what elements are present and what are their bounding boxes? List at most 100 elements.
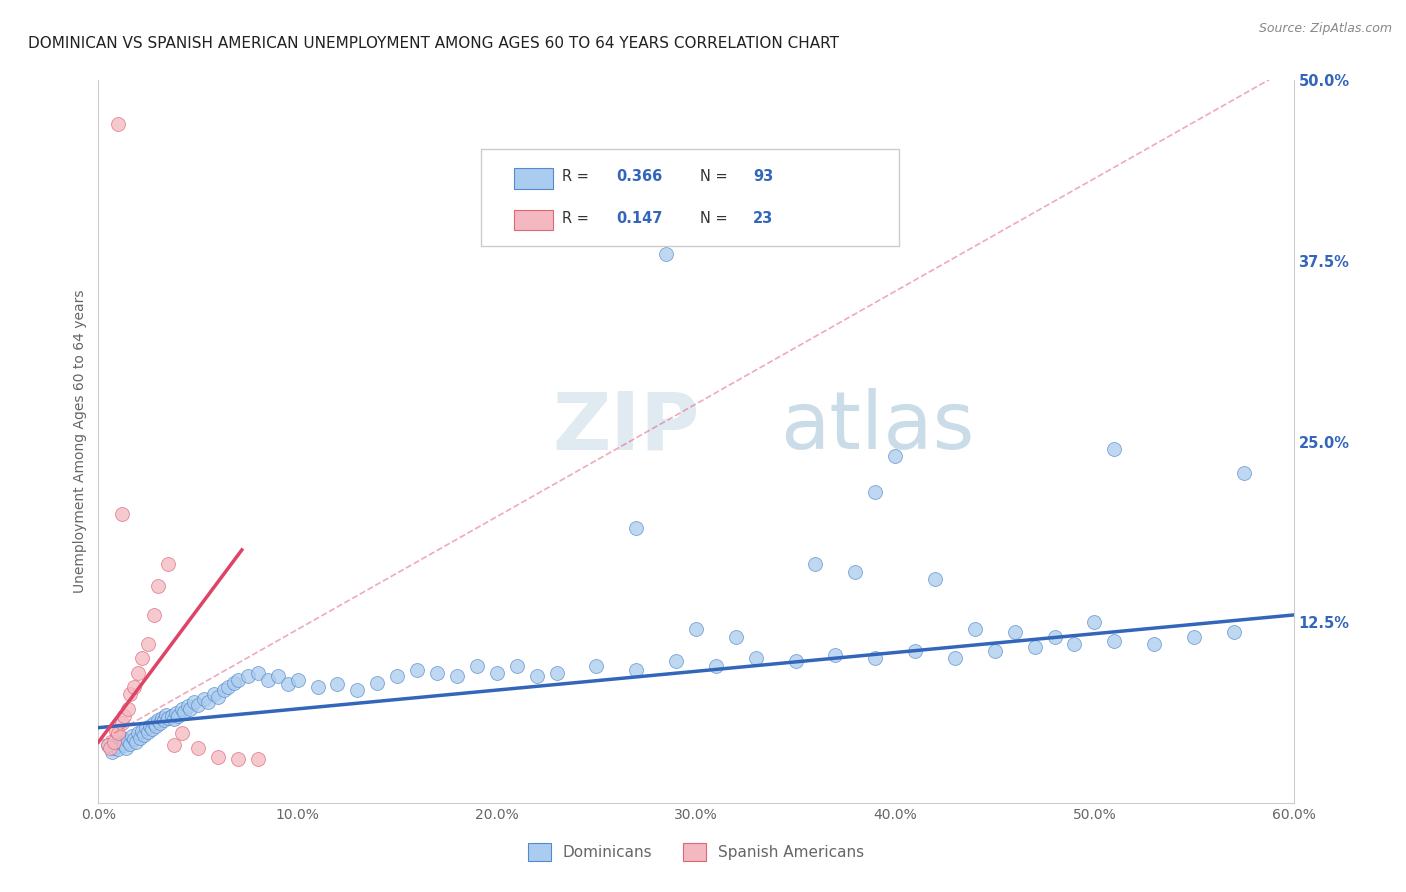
Point [366, 676, 388, 690]
Text: DOMINICAN VS SPANISH AMERICAN UNEMPLOYMENT AMONG AGES 60 TO 64 YEARS CORRELATION: DOMINICAN VS SPANISH AMERICAN UNEMPLOYME… [28, 36, 839, 51]
Point [785, 654, 807, 668]
Point [135, 721, 157, 735]
Point [160, 709, 183, 723]
Point [127, 665, 149, 680]
Point [346, 683, 368, 698]
Point [155, 707, 177, 722]
Point [546, 665, 568, 680]
Point [107, 735, 129, 749]
Point [187, 740, 209, 755]
Point [172, 726, 194, 740]
Point [103, 735, 125, 749]
Point [287, 673, 309, 687]
FancyBboxPatch shape [515, 210, 553, 230]
Point [943, 651, 966, 665]
Point [222, 676, 245, 690]
Text: 0.366: 0.366 [616, 169, 662, 185]
Point [1083, 615, 1105, 630]
Point [824, 648, 846, 663]
Point [134, 728, 156, 742]
Point [120, 687, 142, 701]
Point [139, 719, 162, 733]
Point [98, 740, 122, 755]
Point [724, 630, 747, 644]
Text: atlas: atlas [779, 388, 974, 467]
Point [1233, 467, 1256, 481]
Point [1063, 637, 1085, 651]
Point [136, 637, 159, 651]
Point [124, 732, 146, 747]
Point [183, 695, 205, 709]
Point [167, 709, 190, 723]
Point [267, 668, 290, 682]
Text: Source: ZipAtlas.com: Source: ZipAtlas.com [1258, 22, 1392, 36]
Point [685, 623, 707, 637]
Point [148, 714, 170, 728]
Point [97, 738, 120, 752]
Point [865, 485, 887, 500]
Point [111, 507, 134, 521]
Point [1182, 630, 1205, 644]
Point [143, 607, 166, 622]
Point [1143, 637, 1166, 651]
Point [406, 663, 429, 677]
Point [426, 665, 449, 680]
Point [124, 680, 146, 694]
Point [107, 726, 129, 740]
Point [745, 651, 768, 665]
Point [131, 651, 153, 665]
FancyBboxPatch shape [515, 168, 553, 188]
Text: N =: N = [700, 211, 731, 226]
Point [197, 695, 219, 709]
Point [277, 677, 299, 691]
Point [179, 702, 201, 716]
Point [129, 731, 152, 745]
Point [105, 723, 128, 738]
Point [865, 651, 887, 665]
Text: ZIP: ZIP [553, 388, 700, 467]
Point [163, 712, 186, 726]
Point [485, 665, 508, 680]
Point [226, 673, 249, 687]
Point [226, 752, 249, 766]
Point [465, 658, 488, 673]
Text: R =: R = [562, 211, 593, 226]
Point [131, 723, 153, 738]
Point [143, 716, 166, 731]
Point [173, 705, 195, 719]
Point [1104, 442, 1126, 456]
Y-axis label: Unemployment Among Ages 60 to 64 years: Unemployment Among Ages 60 to 64 years [73, 290, 87, 593]
Point [236, 668, 259, 682]
Point [655, 246, 678, 260]
Point [111, 716, 134, 731]
Point [117, 702, 139, 716]
Point [212, 683, 235, 698]
Point [446, 668, 468, 682]
Point [153, 714, 176, 728]
Point [163, 738, 186, 752]
Point [125, 735, 148, 749]
Text: 93: 93 [754, 169, 773, 185]
Point [207, 690, 229, 705]
Point [1004, 625, 1026, 640]
Point [924, 572, 946, 586]
Point [145, 719, 167, 733]
Point [111, 731, 134, 745]
Point [193, 691, 215, 706]
Point [157, 558, 180, 572]
Point [207, 749, 229, 764]
Point [963, 623, 986, 637]
Point [172, 702, 194, 716]
Text: 0.147: 0.147 [616, 211, 662, 226]
Point [585, 658, 607, 673]
Point [904, 644, 927, 658]
Point [704, 658, 727, 673]
Point [101, 745, 124, 759]
Point [107, 117, 129, 131]
Point [112, 738, 135, 752]
Legend: Dominicans, Spanish Americans: Dominicans, Spanish Americans [522, 837, 870, 867]
Point [97, 738, 120, 752]
Point [256, 673, 278, 687]
Point [149, 716, 172, 731]
Point [107, 742, 129, 756]
